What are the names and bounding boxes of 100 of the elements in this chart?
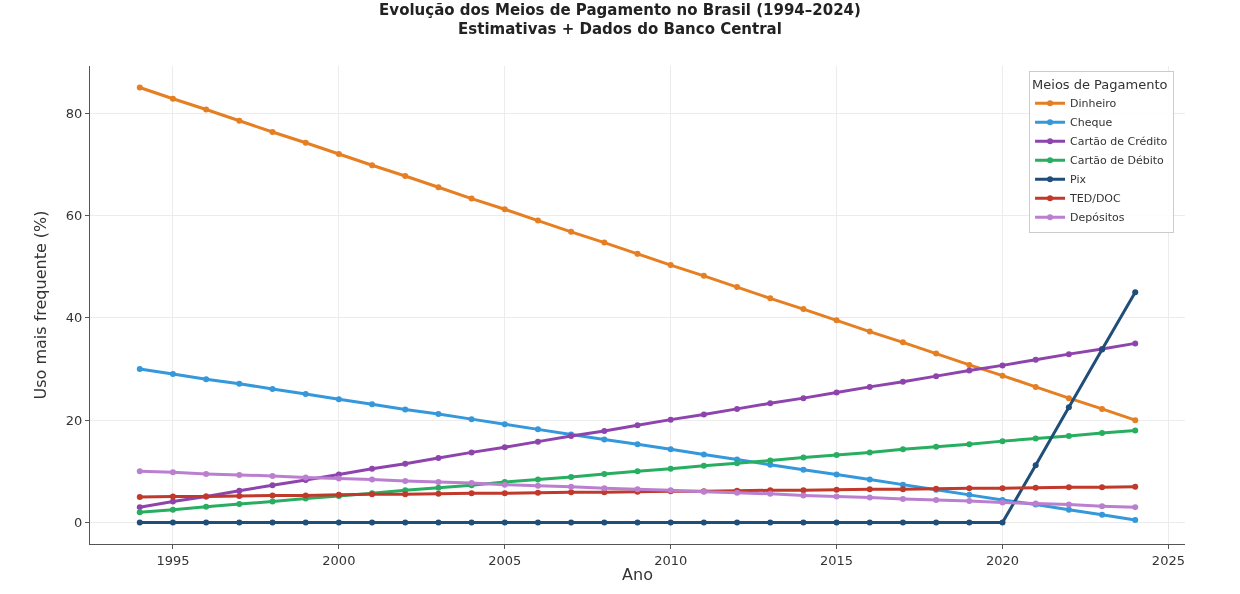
point <box>501 444 508 451</box>
point <box>236 380 243 387</box>
point <box>369 401 376 408</box>
point <box>800 395 807 402</box>
point <box>833 519 840 526</box>
point <box>402 173 409 180</box>
point <box>136 519 143 526</box>
y-tick-label: 60 <box>65 207 83 223</box>
point <box>534 217 541 224</box>
point <box>800 454 807 461</box>
point <box>767 400 774 407</box>
point <box>734 519 741 526</box>
point <box>1099 429 1106 436</box>
point <box>335 475 342 482</box>
point <box>203 519 210 526</box>
point <box>269 519 276 526</box>
point <box>568 519 575 526</box>
point <box>435 484 442 491</box>
point <box>634 519 641 526</box>
point <box>435 411 442 418</box>
point <box>833 451 840 458</box>
point <box>435 519 442 526</box>
point <box>601 470 608 477</box>
point <box>899 446 906 453</box>
point <box>435 455 442 462</box>
point <box>534 426 541 433</box>
point <box>899 519 906 526</box>
point <box>269 482 276 489</box>
point <box>1132 340 1139 347</box>
point <box>1065 506 1072 513</box>
point <box>1132 483 1139 490</box>
legend-label: Pix <box>1070 173 1087 187</box>
point <box>601 519 608 526</box>
point <box>236 501 243 508</box>
point <box>833 493 840 500</box>
point <box>800 306 807 313</box>
point <box>700 411 707 418</box>
point <box>1132 289 1139 296</box>
point <box>534 519 541 526</box>
point <box>634 422 641 429</box>
point <box>335 519 342 526</box>
point <box>767 519 774 526</box>
point <box>402 406 409 413</box>
x-tick-label: 2005 <box>488 552 522 568</box>
point <box>335 396 342 403</box>
point <box>1065 404 1072 411</box>
point <box>601 436 608 443</box>
point <box>501 421 508 428</box>
legend-title: Meios de Pagamento <box>1032 76 1168 92</box>
point <box>203 503 210 510</box>
point <box>236 519 243 526</box>
point <box>966 498 973 505</box>
point <box>601 485 608 492</box>
point <box>734 284 741 291</box>
y-tick-label: 20 <box>65 412 83 428</box>
point <box>169 506 176 513</box>
point <box>501 206 508 213</box>
chart-title: Evolução dos Meios de Pagamento no Brasil (1994–2024) Estimativas + Dados do Banco Central <box>379 0 861 39</box>
x-tick-label: 2015 <box>820 552 854 568</box>
point <box>501 490 508 497</box>
point <box>966 491 973 498</box>
point <box>136 84 143 91</box>
point <box>1065 395 1072 402</box>
point <box>568 483 575 490</box>
point <box>800 492 807 499</box>
point <box>534 476 541 483</box>
point <box>601 427 608 434</box>
point <box>899 495 906 502</box>
point <box>236 492 243 499</box>
point <box>468 519 475 526</box>
point <box>1099 405 1106 412</box>
point <box>1132 516 1139 523</box>
point <box>966 441 973 448</box>
point <box>1065 501 1072 508</box>
point <box>269 492 276 499</box>
point <box>734 460 741 467</box>
legend-label: Cartão de Crédito <box>1070 135 1168 149</box>
point <box>933 350 940 357</box>
point <box>899 378 906 385</box>
point <box>1099 484 1106 491</box>
point <box>369 519 376 526</box>
point <box>634 468 641 475</box>
point <box>634 441 641 448</box>
point <box>634 250 641 257</box>
point <box>169 469 176 476</box>
point <box>933 373 940 380</box>
point <box>1032 435 1039 442</box>
point <box>236 487 243 494</box>
point <box>1032 462 1039 469</box>
point <box>999 438 1006 445</box>
legend-label: Depósitos <box>1070 211 1125 225</box>
point <box>169 371 176 378</box>
point <box>568 489 575 496</box>
point <box>136 468 143 475</box>
legend-label: Cartão de Débito <box>1070 154 1165 168</box>
point <box>534 489 541 496</box>
point <box>966 485 973 492</box>
point <box>534 438 541 445</box>
point <box>667 446 674 453</box>
point <box>833 389 840 396</box>
